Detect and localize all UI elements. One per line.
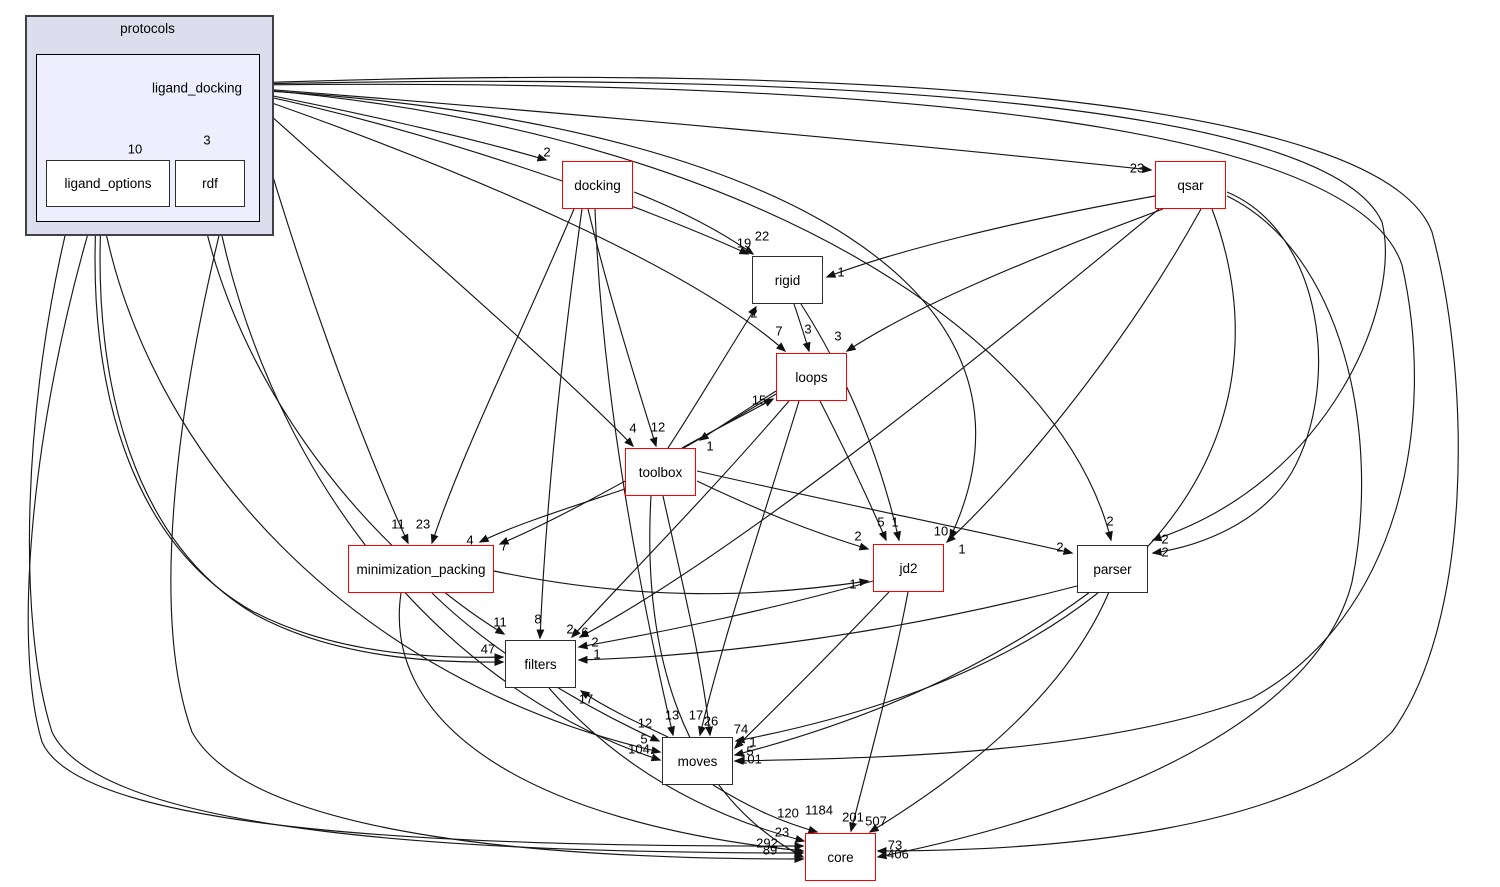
- node-minimization_packing[interactable]: minimization_packing: [348, 545, 494, 593]
- dependency-edge: [170, 206, 805, 863]
- dependency-edge: [251, 88, 1113, 542]
- dependency-edge: [94, 219, 505, 662]
- dependency-edge: [478, 488, 626, 543]
- dependency-edge: [249, 92, 750, 255]
- dependency-edge: [698, 400, 800, 737]
- dependency-edge: [577, 580, 874, 650]
- dependency-edge: [251, 80, 1386, 542]
- dependency-edge: [251, 89, 977, 540]
- dependency-edge: [249, 96, 635, 448]
- node-moves[interactable]: moves: [662, 737, 733, 785]
- node-filters[interactable]: filters: [505, 640, 576, 688]
- dependency-edge: [579, 690, 669, 738]
- dependency-edge: [696, 480, 870, 551]
- node-toolbox[interactable]: toolbox: [625, 448, 696, 496]
- dependency-edge: [247, 90, 548, 162]
- node-loops[interactable]: loops: [776, 353, 847, 401]
- node-jd2[interactable]: jd2: [873, 544, 944, 592]
- dependency-edge: [570, 400, 790, 639]
- dependency-edge: [578, 208, 1160, 638]
- dependency-edge: [849, 591, 909, 833]
- dependency-edge: [633, 191, 755, 255]
- dependency-edge: [712, 784, 819, 834]
- dependency-edge: [548, 687, 806, 843]
- dependency-edge: [649, 495, 805, 858]
- node-qsar[interactable]: qsar: [1155, 161, 1226, 209]
- dependency-edge: [698, 390, 777, 441]
- dependency-edge: [868, 591, 1110, 833]
- dependency-edge: [681, 398, 775, 449]
- node-rigid[interactable]: rigid: [752, 256, 823, 304]
- dependency-edge: [945, 208, 1202, 544]
- dependency-edge: [249, 87, 1153, 174]
- dependency-edge: [100, 206, 662, 755]
- node-rdf[interactable]: rdf: [175, 160, 245, 207]
- dependency-edge: [845, 208, 1164, 352]
- cluster-protocols-label: protocols: [120, 21, 175, 36]
- dependency-edge: [493, 570, 870, 595]
- dependency-edge: [587, 208, 658, 448]
- node-docking[interactable]: docking: [562, 161, 633, 209]
- cluster-ligand-docking-label[interactable]: ligand_docking: [151, 80, 243, 96]
- node-parser[interactable]: parser: [1077, 545, 1148, 593]
- dependency-edge: [498, 393, 777, 545]
- dependency-edge: [27, 219, 805, 851]
- node-ligand_options[interactable]: ligand_options: [46, 160, 170, 207]
- dependency-edge: [430, 208, 575, 545]
- dependency-edge: [733, 591, 1091, 757]
- node-core[interactable]: core: [805, 833, 876, 881]
- dependency-edge: [800, 303, 901, 542]
- dependency-edge: [667, 305, 757, 449]
- dependency-edge: [696, 470, 1074, 555]
- dependency-edge: [215, 206, 662, 762]
- dependency-edge: [200, 206, 506, 635]
- dependency-edge: [398, 592, 805, 855]
- dependency-edge: [251, 76, 1459, 855]
- dependency-edge: [876, 195, 1363, 860]
- dependency-edge: [734, 208, 1236, 744]
- dependency-edge: [536, 208, 583, 640]
- dependency-edge: [819, 400, 887, 542]
- dependency-edge: [577, 585, 1078, 664]
- dependency-edge: [793, 303, 811, 353]
- dependency-edge: [251, 83, 1415, 765]
- dependency-edge: [1151, 191, 1320, 556]
- dependency-edge: [251, 95, 787, 352]
- dependency-edge: [662, 495, 714, 737]
- dependency-edge: [733, 591, 890, 750]
- dependency-edge: [825, 195, 1156, 278]
- dependency-edge: [99, 219, 505, 667]
